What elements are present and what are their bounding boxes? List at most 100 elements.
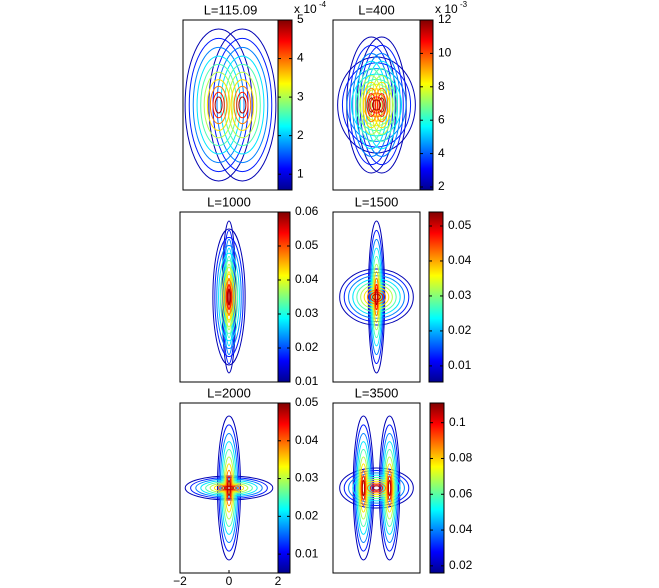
contour-line — [196, 55, 241, 155]
contour-line — [222, 229, 236, 365]
contour-line — [387, 479, 392, 497]
contour-line — [355, 432, 372, 544]
contour-line — [190, 476, 268, 500]
contour-line — [370, 75, 393, 135]
contour-line — [369, 96, 384, 114]
plot-box — [182, 19, 279, 191]
contour-line — [366, 93, 376, 117]
colorbar — [277, 402, 291, 574]
contour-line — [214, 96, 223, 114]
contour-line — [377, 93, 387, 117]
contour-line — [205, 481, 253, 495]
contour-line — [225, 285, 233, 309]
contour-line — [362, 88, 391, 122]
contour-line — [386, 469, 393, 507]
colorbar-tick-label: 12 — [438, 12, 452, 26]
contour-line — [374, 283, 379, 311]
contour-line — [238, 96, 247, 114]
contour-line — [219, 260, 239, 334]
contour-line — [224, 279, 234, 315]
panel-title: L=1500 — [355, 194, 399, 209]
panel-title: L=115.09 — [204, 2, 258, 17]
contour-line — [212, 91, 225, 119]
contour-line — [195, 478, 263, 498]
x-tick-label: 2 — [275, 574, 282, 588]
contour-line — [375, 288, 378, 306]
contour-line — [227, 479, 231, 497]
colorbar — [429, 402, 445, 574]
contour-line — [352, 474, 401, 502]
contour-line — [236, 91, 249, 119]
panel-title: L=2000 — [207, 385, 251, 400]
contours — [337, 36, 416, 174]
contour-line — [359, 83, 394, 127]
contour-line — [356, 281, 397, 313]
colorbar-tick-label: 0.04 — [448, 253, 472, 267]
contour-line — [223, 486, 235, 490]
panel-title: L=3500 — [355, 385, 399, 400]
contour-line — [218, 424, 240, 552]
colorbar-tick-label: 0.06 — [449, 486, 473, 500]
contour-line — [369, 291, 384, 303]
contour-line — [227, 288, 231, 306]
contour-line — [206, 79, 231, 131]
contour-line — [216, 415, 242, 561]
contour-line — [227, 71, 258, 139]
colorbar-tick-label: 0.01 — [295, 374, 319, 388]
colorbar — [428, 211, 444, 383]
contour-line — [366, 482, 387, 494]
contours — [339, 415, 414, 561]
colorbar — [277, 19, 293, 191]
contour-line — [218, 252, 240, 342]
contour-line — [343, 271, 410, 323]
x-tick-label: −2 — [173, 574, 187, 588]
colorbar-tick-label: 0.03 — [295, 471, 319, 485]
contour-line — [367, 220, 386, 374]
colorbar-tick-label: 0.01 — [448, 358, 472, 372]
contour-line — [372, 485, 381, 491]
colorbar-tick-label: 0.1 — [449, 415, 466, 429]
plot-box — [179, 402, 279, 574]
colorbar-tick-label: 0.04 — [449, 522, 473, 536]
contour-line — [203, 71, 234, 139]
contour-line — [184, 28, 253, 182]
contour-line — [370, 247, 383, 347]
plot-box — [332, 211, 421, 383]
colorbar-tick-label: 0.02 — [448, 323, 472, 337]
colorbar-tick-label: 0.02 — [449, 558, 473, 572]
colorbar-tick-label: 4 — [297, 51, 304, 65]
colorbar-tick-label: 0.01 — [295, 546, 319, 560]
contour-line — [359, 463, 368, 513]
plot-box — [332, 402, 421, 574]
contour-line — [224, 463, 234, 513]
x-tick-label: 0 — [226, 574, 233, 588]
contour-line — [361, 475, 366, 501]
contour-line — [360, 75, 383, 135]
colorbar-tick-label: 0.05 — [448, 218, 472, 232]
colorbar-tick-label: 0.04 — [295, 433, 319, 447]
colorbar-tick-label: 0.04 — [295, 272, 319, 286]
colorbar-tick-label: 10 — [438, 46, 452, 60]
contour-line — [350, 73, 403, 137]
colorbar — [419, 19, 434, 191]
contour-line — [360, 469, 367, 507]
colorbar-tick-label: 0.06 — [295, 204, 319, 218]
contour-line — [216, 46, 269, 164]
colorbar-tick-label: 0.05 — [295, 238, 319, 252]
contour-line — [226, 289, 232, 305]
colorbar-tick-label: 8 — [438, 79, 445, 93]
contour-line — [373, 277, 380, 317]
contour-line — [192, 46, 245, 164]
contour-line — [223, 273, 235, 321]
contour-line — [378, 97, 385, 113]
contour-line — [387, 475, 392, 501]
colorbar-tick-label: 0.02 — [295, 509, 319, 523]
colorbar-tick-label: 6 — [438, 112, 445, 126]
contour-line — [368, 97, 375, 113]
contour-line — [214, 236, 244, 358]
contour-line — [361, 479, 366, 497]
contour-line — [212, 228, 246, 366]
contour-line — [371, 255, 382, 339]
plot-box — [332, 19, 421, 191]
